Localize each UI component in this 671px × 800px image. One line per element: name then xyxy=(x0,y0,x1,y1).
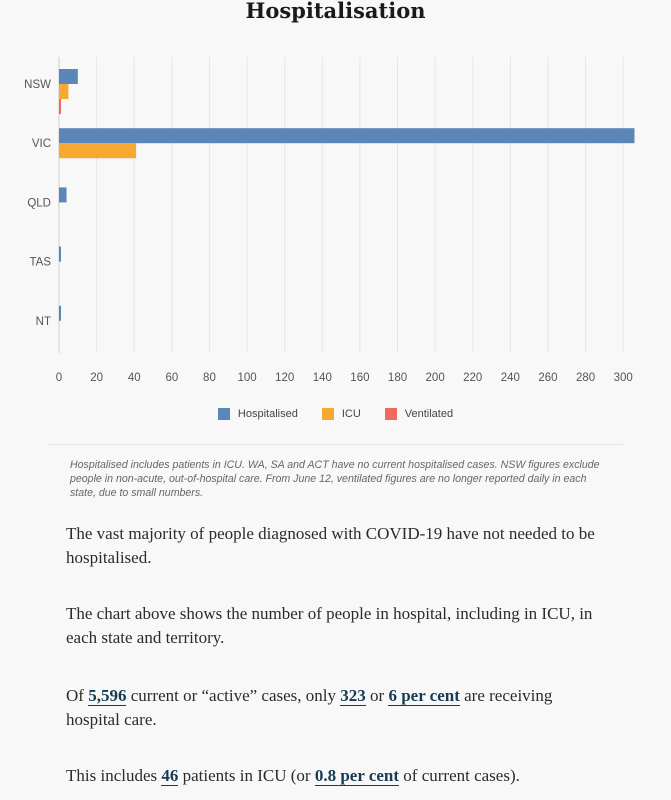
legend-label-hospitalised: Hospitalised xyxy=(237,408,298,420)
legend-item-ventilated: Ventilated xyxy=(384,408,454,420)
paragraph-3: Of 5,596 current or “active” cases, only… xyxy=(66,684,596,732)
legend-item-hospitalised: Hospitalised xyxy=(217,408,298,420)
legend-label-ventilated: Ventilated xyxy=(404,408,454,420)
x-tick-label: 100 xyxy=(237,372,256,384)
category-label: NSW xyxy=(24,79,51,91)
legend: Hospitalised ICU Ventilated xyxy=(0,408,671,420)
bar-chart: NSW VIC QLD TAS NT 0 20 40 60 80 100 120 140 160 180 2… xyxy=(24,57,635,384)
bar-hospitalised-tas xyxy=(59,246,61,262)
paragraph-2: The chart above shows the number of peop… xyxy=(66,604,593,647)
chart-title: Hospitalisation xyxy=(245,0,426,23)
x-tick-label: 140 xyxy=(313,372,332,384)
bar-hospitalised-nsw xyxy=(59,69,78,84)
chart-footnote: Hospitalised includes patients in ICU. W… xyxy=(70,459,600,499)
paragraph-1: The vast majority of people diagnosed wi… xyxy=(66,524,595,567)
x-tick-label: 240 xyxy=(501,372,520,384)
x-tick-label: 180 xyxy=(388,372,407,384)
hospital-percent-link[interactable]: 6 per cent xyxy=(388,686,460,706)
bar-hospitalised-nt xyxy=(59,305,61,321)
x-tick-label: 280 xyxy=(576,372,595,384)
x-tick-label: 80 xyxy=(203,372,216,384)
divider xyxy=(48,444,623,445)
p4-text-1: This includes xyxy=(66,766,162,785)
x-tick-label: 160 xyxy=(350,372,369,384)
bars xyxy=(59,69,635,321)
bar-icu-vic xyxy=(59,143,137,159)
category-label: TAS xyxy=(29,257,51,269)
p3-text-4: are receiving hospital care. xyxy=(66,686,553,729)
hospital-count-link[interactable]: 323 xyxy=(340,686,366,706)
bar-hospitalised-vic xyxy=(59,128,635,144)
paragraph-4: This includes 46 patients in ICU (or 0.8… xyxy=(66,764,596,788)
x-tick-label: 120 xyxy=(275,372,294,384)
x-tick-label: 20 xyxy=(90,372,103,384)
category-label: NT xyxy=(36,316,51,328)
active-cases-link[interactable]: 5,596 xyxy=(88,686,127,706)
p3-text-2: current or “active” cases, only xyxy=(126,686,341,705)
x-tick-label: 300 xyxy=(614,372,633,384)
category-labels: NSW VIC QLD TAS NT xyxy=(24,79,51,328)
x-tick-labels: 0 20 40 60 80 100 120 140 160 180 200 220 240 260 280 3… xyxy=(56,372,633,384)
grid-lines xyxy=(58,57,624,353)
p4-text-3: of current cases). xyxy=(399,766,520,785)
bar-ventilated-nsw xyxy=(59,99,61,114)
p3-text-1: Of xyxy=(66,686,89,705)
x-tick-label: 40 xyxy=(128,372,141,384)
legend-label-icu: ICU xyxy=(341,408,361,420)
category-label: QLD xyxy=(27,197,51,209)
legend-swatch-ventilated xyxy=(384,408,397,420)
bar-hospitalised-qld xyxy=(59,187,67,203)
icu-percent-link[interactable]: 0.8 per cent xyxy=(314,766,400,786)
bar-icu-nsw xyxy=(59,84,69,99)
legend-item-icu: ICU xyxy=(321,408,361,420)
legend-swatch-hospitalised xyxy=(217,408,230,420)
x-tick-label: 260 xyxy=(538,372,557,384)
x-tick-label: 220 xyxy=(463,372,482,384)
icu-count-link[interactable]: 46 xyxy=(161,766,179,786)
p4-text-2: patients in ICU (or xyxy=(178,766,315,785)
category-label: VIC xyxy=(32,138,51,150)
x-tick-label: 60 xyxy=(165,372,178,384)
p3-text-3: or xyxy=(365,686,389,705)
legend-swatch-icu xyxy=(321,408,334,420)
x-tick-label: 200 xyxy=(426,372,445,384)
x-tick-label: 0 xyxy=(56,372,62,384)
